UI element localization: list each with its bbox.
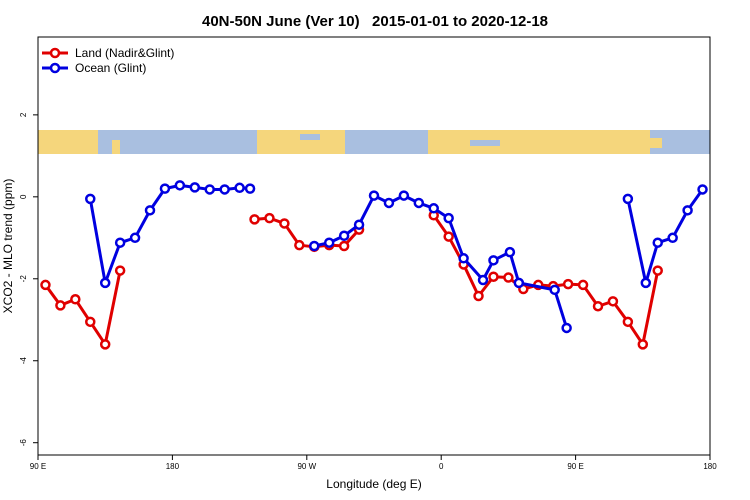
data-point bbox=[652, 237, 663, 248]
chart-title: 40N-50N June (Ver 10) 2015-01-01 to 2020… bbox=[202, 13, 548, 30]
data-point bbox=[477, 274, 489, 286]
y-tick-label: 2 bbox=[19, 112, 28, 117]
data-point bbox=[244, 183, 256, 194]
x-tick-label: 90 E bbox=[30, 462, 46, 471]
data-point bbox=[174, 180, 186, 191]
data-point bbox=[443, 231, 454, 242]
y-axis-label: XCO2 - MLO trend (ppm) bbox=[1, 179, 15, 314]
data-point bbox=[383, 197, 395, 209]
data-point bbox=[504, 246, 516, 258]
data-point bbox=[204, 184, 215, 195]
x-tick-label: 0 bbox=[439, 462, 444, 471]
data-point bbox=[652, 265, 663, 276]
data-point bbox=[338, 240, 350, 252]
data-point bbox=[488, 255, 499, 266]
data-point bbox=[562, 278, 574, 290]
data-point bbox=[99, 277, 111, 289]
data-point bbox=[114, 237, 126, 248]
data-point bbox=[323, 237, 335, 248]
data-point bbox=[129, 232, 141, 244]
data-point bbox=[85, 193, 96, 205]
data-point bbox=[667, 232, 678, 244]
data-point bbox=[189, 182, 201, 193]
data-point bbox=[40, 279, 51, 291]
x-tick-label: 180 bbox=[703, 462, 717, 471]
data-point bbox=[549, 284, 560, 296]
y-tick-label: -4 bbox=[19, 357, 28, 365]
y-tick-label: 0 bbox=[19, 194, 28, 199]
x-axis-label: Longitude (deg E) bbox=[326, 477, 421, 491]
data-point bbox=[368, 190, 380, 201]
data-point bbox=[622, 193, 634, 205]
data-point bbox=[697, 184, 708, 195]
x-tick-label: 180 bbox=[166, 462, 180, 471]
data-point bbox=[413, 197, 425, 209]
legend-marker bbox=[49, 47, 61, 59]
legend-label: Land (Nadir&Glint) bbox=[75, 46, 174, 60]
data-point bbox=[279, 218, 290, 229]
data-point bbox=[640, 277, 652, 289]
data-point bbox=[682, 205, 693, 216]
data-point bbox=[577, 279, 589, 291]
x-tick-label: 90 E bbox=[567, 462, 583, 471]
data-point bbox=[85, 316, 96, 328]
data-point bbox=[398, 190, 410, 201]
y-tick-label: -6 bbox=[19, 439, 28, 447]
data-point bbox=[592, 300, 604, 312]
data-point bbox=[309, 240, 320, 252]
data-point bbox=[561, 322, 572, 334]
y-tick-label: -2 bbox=[19, 275, 28, 283]
data-point bbox=[219, 184, 230, 195]
data-point bbox=[294, 239, 305, 251]
data-point bbox=[114, 265, 126, 276]
data-point bbox=[249, 214, 260, 225]
data-point bbox=[473, 290, 484, 302]
data-point bbox=[503, 272, 514, 283]
map-strip bbox=[38, 130, 710, 154]
data-point bbox=[264, 212, 275, 224]
data-point bbox=[637, 339, 649, 350]
x-tick-label: 90 W bbox=[297, 462, 316, 471]
data-point bbox=[428, 203, 439, 214]
data-point bbox=[607, 296, 619, 307]
legend-marker bbox=[49, 62, 61, 74]
data-point bbox=[338, 230, 350, 242]
data-point bbox=[70, 294, 81, 305]
legend-label: Ocean (Glint) bbox=[75, 61, 146, 75]
data-point bbox=[99, 339, 111, 350]
data-point bbox=[443, 212, 454, 224]
data-point bbox=[55, 300, 66, 311]
series-line bbox=[432, 214, 660, 346]
data-point bbox=[353, 219, 365, 230]
data-point bbox=[159, 183, 171, 194]
data-point bbox=[513, 277, 525, 289]
data-point bbox=[622, 316, 634, 328]
data-point bbox=[488, 271, 499, 282]
data-point bbox=[234, 182, 245, 194]
data-point bbox=[144, 205, 156, 216]
plot-frame bbox=[37, 36, 711, 456]
data-point bbox=[458, 253, 469, 264]
